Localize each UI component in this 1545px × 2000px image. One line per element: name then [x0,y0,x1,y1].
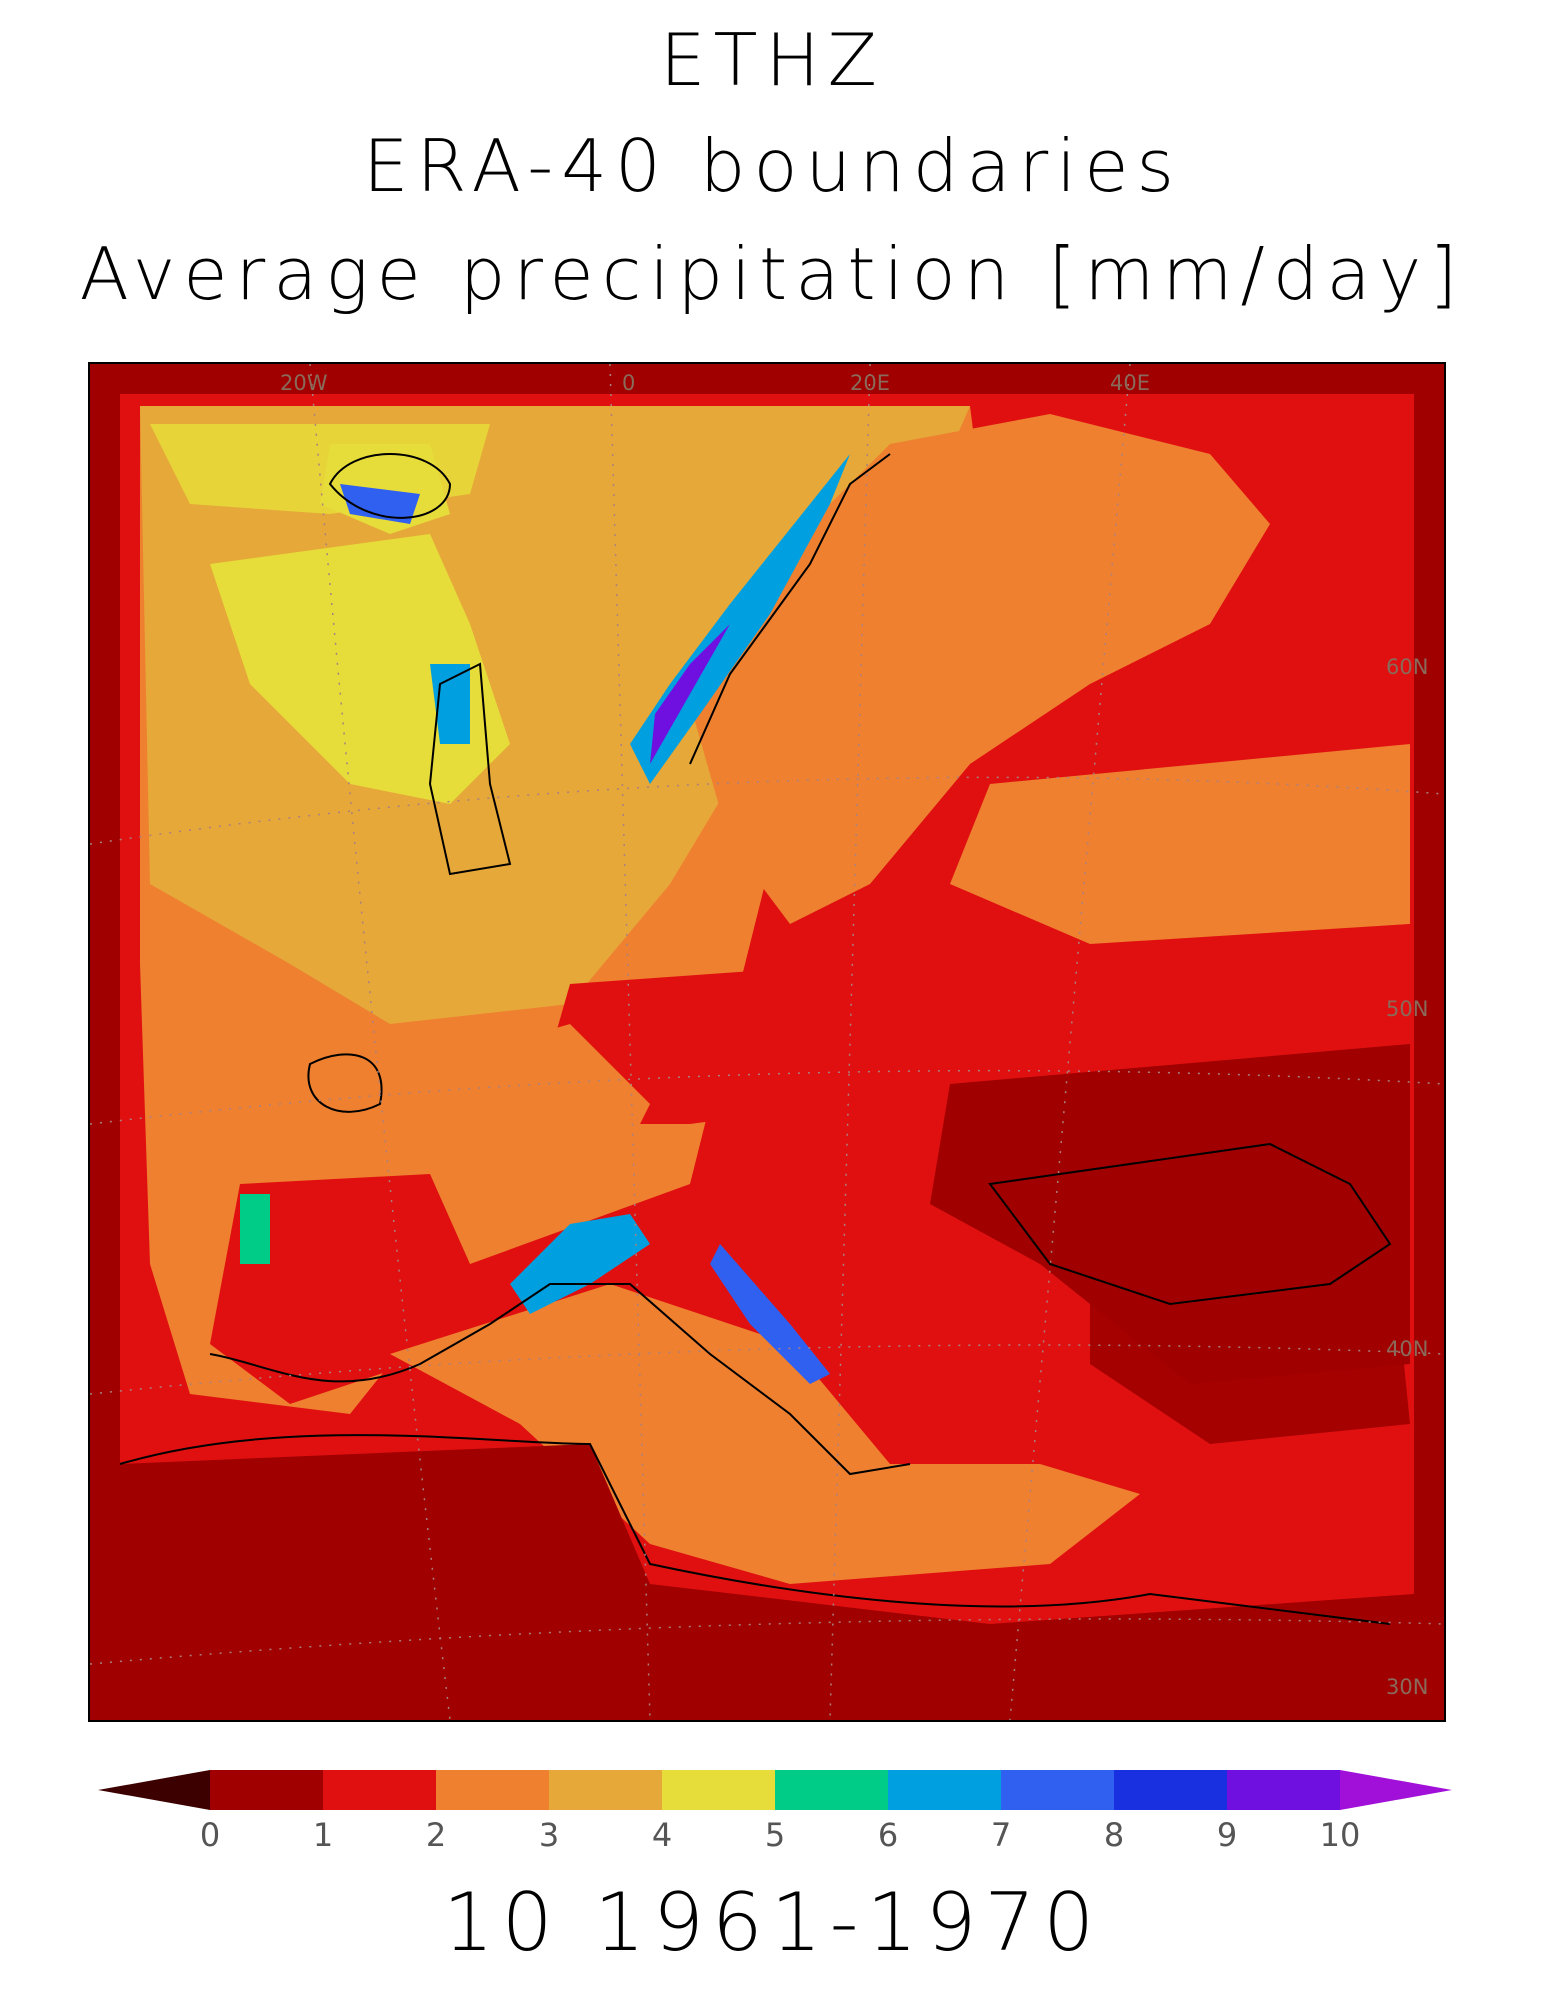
colorbar-over-arrow [1340,1770,1452,1810]
colorbar: 0 1 2 3 4 5 6 7 8 9 10 [98,1770,1452,1854]
colorbar-tick-label: 2 [426,1816,446,1854]
colorbar-bin [1227,1770,1340,1810]
lon-label-0: 0 [622,371,635,395]
colorbar-bin [775,1770,888,1810]
colorbar-tick-label: 5 [765,1816,785,1854]
apennines-wet [710,1244,830,1384]
graticule [90,364,1444,1720]
coastline [119,453,1392,1625]
alps-wet [510,1214,650,1314]
colorbar-bin [1114,1770,1227,1810]
colorbar-tick-label: 7 [991,1816,1011,1854]
colorbar-bin [549,1770,662,1810]
colorbar-bin [210,1770,323,1810]
lon-label-20w: 20W [280,371,328,395]
north-africa [120,1444,1414,1690]
lat-label-60n: 60N [1386,655,1428,679]
iberia [210,1174,470,1404]
colorbar-tick-label: 0 [200,1816,220,1854]
lon-label-20e: 20E [850,371,890,395]
turkey-dark [1090,1224,1410,1444]
lat-label-50n: 50N [1386,997,1428,1021]
iceland-wet-core [340,484,420,524]
title-line-1: ETHZ [660,18,885,102]
colorbar-bin [323,1770,436,1810]
lat-label-40n: 40N [1386,1337,1428,1361]
mediterranean [390,1284,1140,1584]
norway-coast-wet-inner [650,624,730,764]
colorbar-bin [662,1770,775,1810]
period-label: 10 1961-1970 [442,1876,1103,1969]
colorbar-tick-label: 8 [1104,1816,1124,1854]
colorbar-tick-label: 6 [878,1816,898,1854]
scandinavia [690,414,1270,924]
portugal-wet [240,1194,270,1264]
colorbar-tick-label: 9 [1217,1816,1237,1854]
colorbar-bin [1001,1770,1114,1810]
title-line-3: Average precipitation [mm/day] [79,232,1466,316]
precipitation-map: 20W 0 20E 40E 60N 50N 40N 30N [88,362,1446,1722]
france-orange [410,1024,650,1224]
colorbar-tick-label: 1 [313,1816,333,1854]
colorbar-bin [888,1770,1001,1810]
lon-label-40e: 40E [1110,371,1150,395]
colorbar-tick-label: 4 [652,1816,672,1854]
lat-label-30n: 30N [1386,1675,1428,1699]
title-line-2: ERA-40 boundaries [362,124,1182,208]
colorbar-tick-label: 10 [1320,1816,1361,1854]
colorbar-under-arrow [98,1770,210,1810]
colorbar-bin [436,1770,549,1810]
east-europe-orange [950,744,1410,944]
colorbar-tick-label: 3 [539,1816,559,1854]
